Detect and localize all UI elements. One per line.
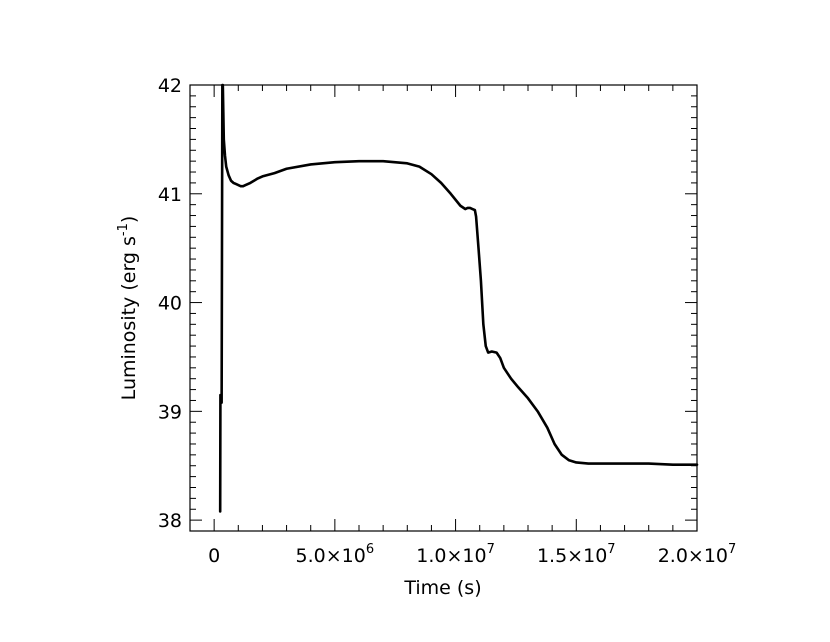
x-axis-ticks (213, 85, 698, 531)
x-tick-label: 5.0×106 (296, 542, 375, 567)
x-tick-label-exponent: 6 (366, 542, 374, 557)
y-axis-label-close: ) (118, 216, 140, 223)
x-tick-label-mantissa: 0 (208, 545, 220, 567)
y-axis-ticks (190, 84, 697, 532)
plot-frame (189, 84, 698, 532)
x-tick-label: 2.0×107 (658, 542, 737, 567)
x-tick-label-mantissa: 1.0×10 (416, 545, 486, 567)
x-tick-label-mantissa: 2.0×10 (658, 545, 728, 567)
x-tick-label: 1.5×107 (537, 542, 616, 567)
x-tick-label-mantissa: 5.0×10 (296, 545, 366, 567)
y-axis-label-main: Luminosity (erg s (118, 236, 140, 400)
y-tick-label: 39 (158, 401, 182, 423)
x-axis-tick-labels: 0 5.0×106 1.0×107 1.5×107 2.0×107 (208, 542, 736, 567)
x-tick-label-exponent: 7 (607, 542, 615, 557)
x-tick-label-exponent: 7 (487, 542, 495, 557)
y-tick-label: 40 (158, 293, 182, 315)
series-line-luminosity (218, 83, 699, 513)
y-tick-label: 42 (158, 75, 182, 97)
y-axis-label: Luminosity (erg s-1) (116, 216, 140, 401)
y-tick-label: 38 (158, 510, 182, 532)
x-tick-label: 1.0×107 (416, 542, 495, 567)
x-tick-label: 0 (208, 545, 220, 567)
x-tick-label-exponent: 7 (728, 542, 736, 557)
x-axis-label: Time (s) (403, 577, 481, 599)
x-tick-label-mantissa: 1.5×10 (537, 545, 607, 567)
y-tick-label: 41 (158, 184, 182, 206)
y-axis-tick-labels: 38 39 40 41 42 (158, 75, 182, 532)
y-axis-label-exponent: -1 (116, 223, 131, 236)
